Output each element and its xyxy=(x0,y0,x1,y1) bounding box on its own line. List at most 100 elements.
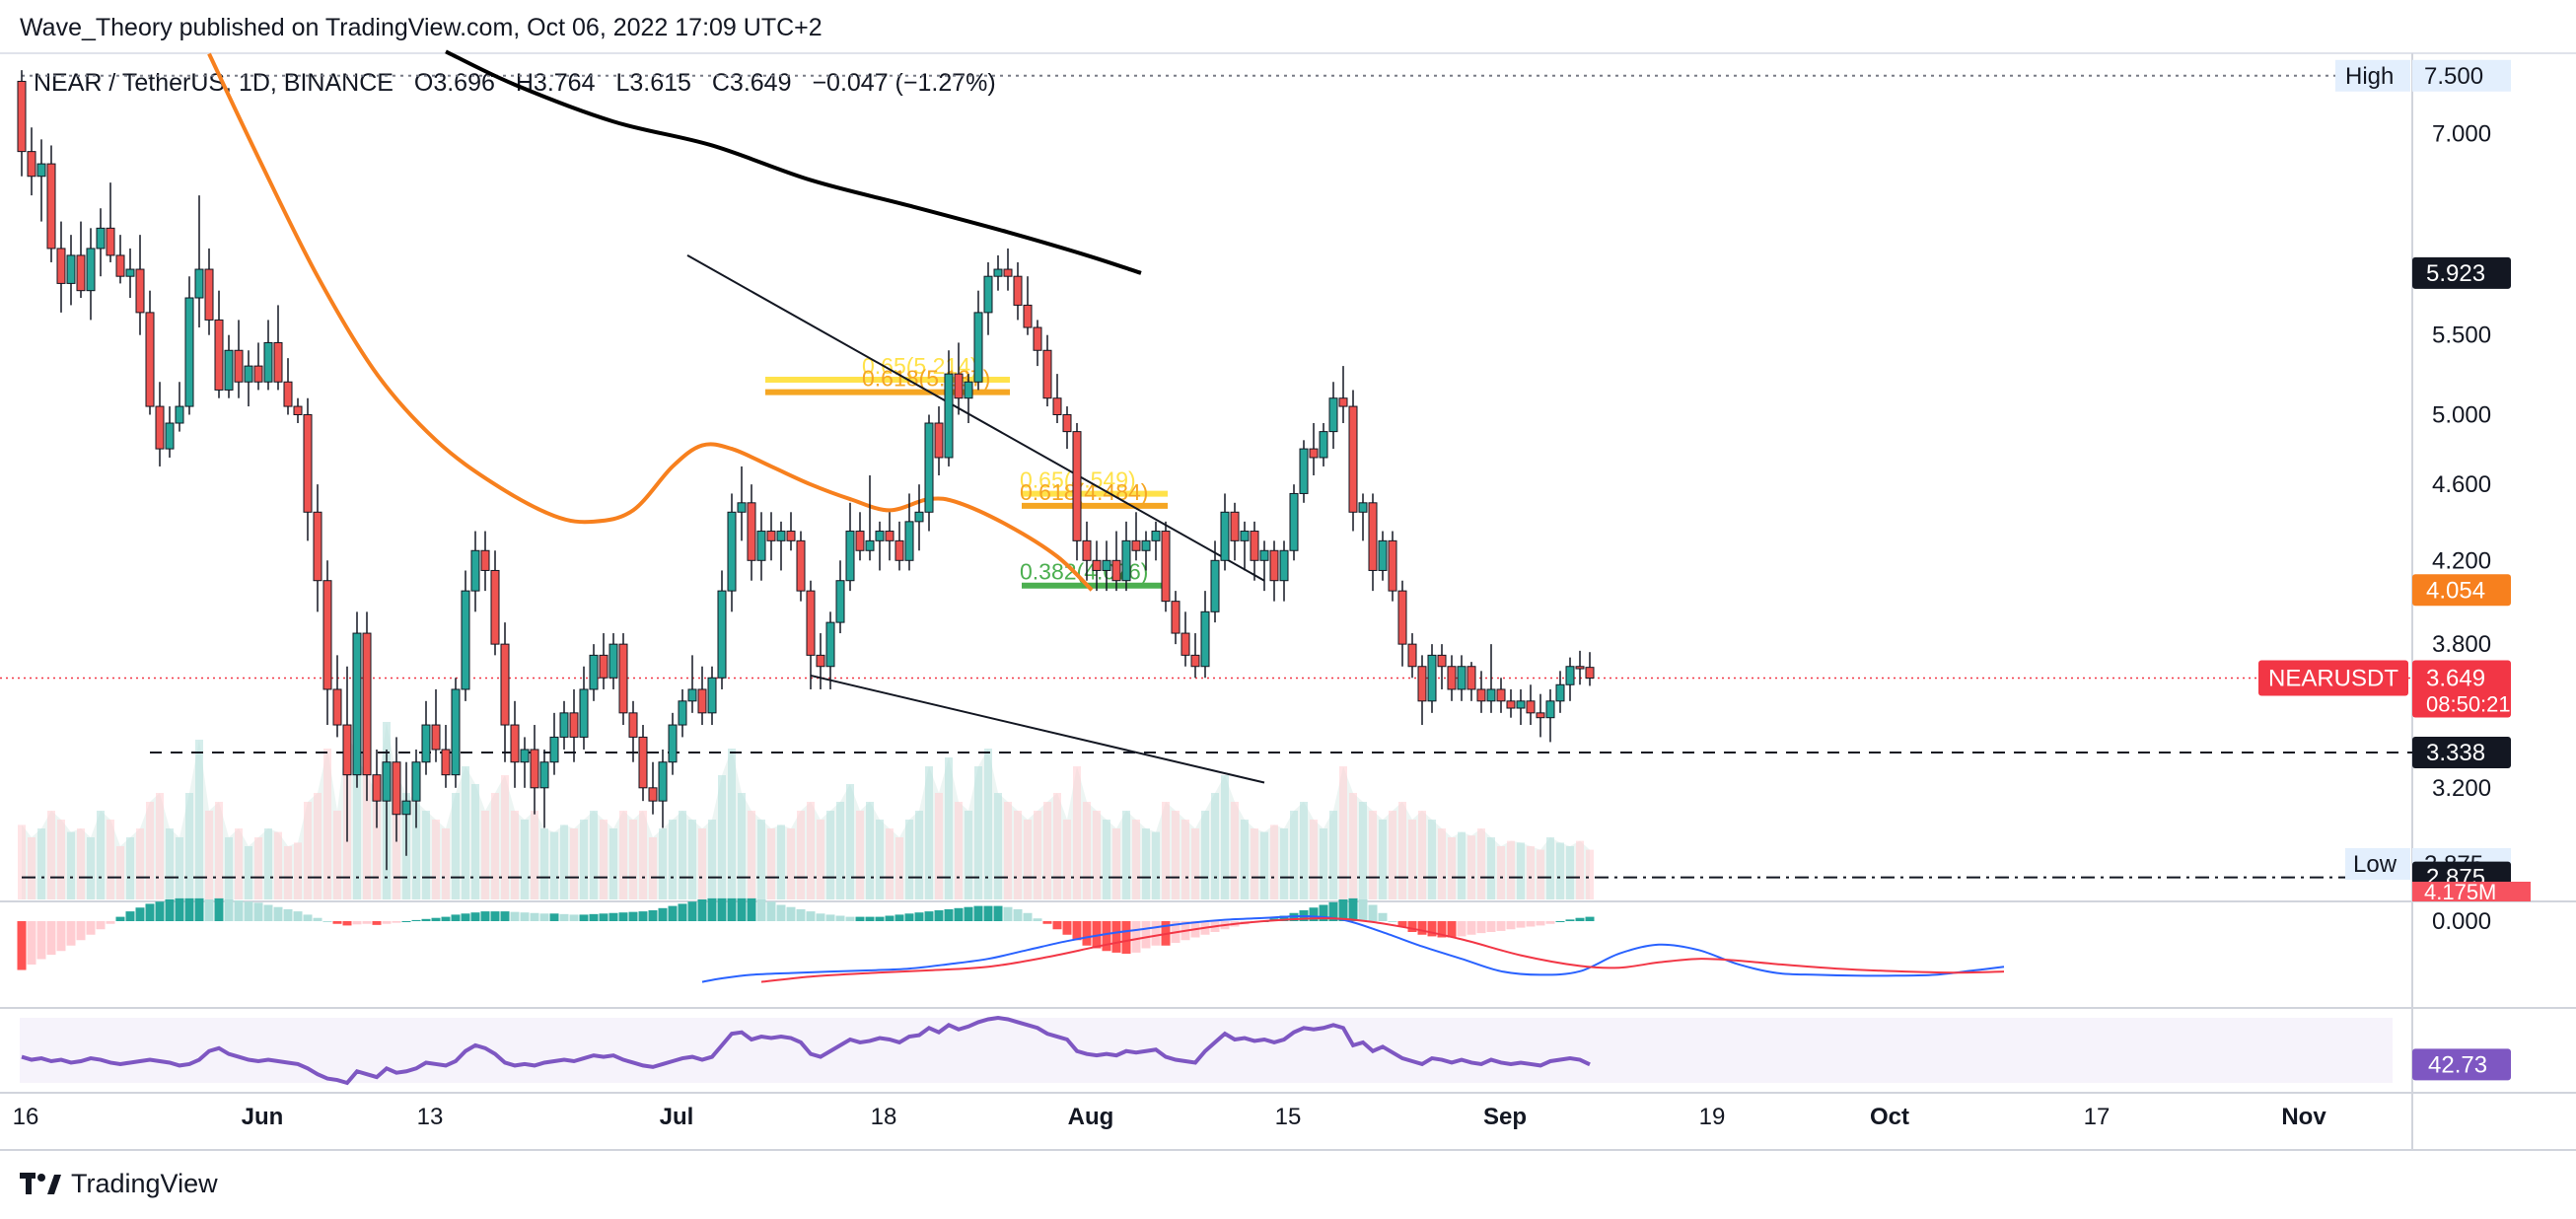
volume-bar xyxy=(1280,828,1288,899)
candle-body xyxy=(382,761,392,802)
symbol-legend[interactable]: NEAR / TetherUS, 1D, BINANCE O3.696 H3.7… xyxy=(34,69,1010,98)
volume-bar xyxy=(254,837,262,899)
volume-bar xyxy=(422,811,430,899)
candle xyxy=(1348,390,1358,532)
candle xyxy=(678,688,687,738)
macd-hist-bar xyxy=(1042,921,1052,924)
candle xyxy=(411,749,421,828)
candle xyxy=(1388,531,1397,602)
macd-hist-bar xyxy=(1476,921,1486,934)
candle-body xyxy=(1457,666,1467,690)
price-tick-label: 3.200 xyxy=(2432,775,2491,802)
macd-hist-bar xyxy=(1585,916,1595,921)
candle-body xyxy=(1259,549,1269,561)
candle-body xyxy=(1220,511,1230,561)
candle-body xyxy=(1171,601,1181,634)
macd-hist-bar xyxy=(1102,921,1111,952)
volume-bar xyxy=(1063,820,1071,899)
macd-hist-bar xyxy=(727,897,737,921)
candle-body xyxy=(17,80,27,153)
volume-bar xyxy=(1241,820,1249,899)
volume-label: 4.175M xyxy=(2424,880,2496,904)
macd-hist-bar xyxy=(1526,921,1536,927)
candle xyxy=(668,712,678,775)
candle xyxy=(214,290,224,398)
macd-hist-bar xyxy=(697,899,707,921)
macd-hist-bar xyxy=(1565,919,1575,921)
candle xyxy=(273,305,283,391)
macd-hist-bar xyxy=(993,905,1003,921)
candle xyxy=(658,749,668,828)
symbol-badge: NEARUSDT xyxy=(2268,666,2398,692)
macd-hist-bar xyxy=(1033,918,1042,921)
candle xyxy=(1250,521,1259,581)
candle xyxy=(175,382,184,432)
candle xyxy=(36,139,46,222)
candle xyxy=(46,145,56,262)
candle xyxy=(66,235,76,306)
candle-body xyxy=(687,688,697,702)
macd-hist-bar xyxy=(875,916,885,921)
macd-hist-bar xyxy=(1417,921,1427,935)
candle xyxy=(283,358,293,415)
symbol-name[interactable]: NEAR / TetherUS, 1D, BINANCE xyxy=(34,69,394,97)
candle xyxy=(480,531,490,592)
macd-hist-bar xyxy=(806,911,816,921)
macd-hist-bar xyxy=(865,916,875,921)
candle-body xyxy=(589,654,599,690)
candle-body xyxy=(155,405,165,450)
macd-hist-bar xyxy=(608,912,618,921)
macd-hist-bar xyxy=(1131,921,1141,953)
volume-bar xyxy=(166,828,174,899)
candle-body xyxy=(194,268,204,299)
candle-body xyxy=(253,365,263,383)
volume-bar xyxy=(688,820,696,899)
volume-bar xyxy=(37,828,45,899)
volume-bar xyxy=(698,828,706,899)
macd-hist-bar xyxy=(855,916,865,921)
candle-body xyxy=(1210,559,1220,612)
candle-body xyxy=(806,590,816,656)
candle xyxy=(1003,248,1013,291)
time-tick-label: Oct xyxy=(1870,1104,1909,1130)
candle xyxy=(1555,671,1565,713)
candle-body xyxy=(46,163,56,250)
price-axis: USDT7.0005.5005.0004.6004.2003.8003.200H… xyxy=(2258,59,2531,1081)
macd-hist-bar xyxy=(1023,912,1033,921)
candle-body xyxy=(184,297,194,407)
volume-bar xyxy=(501,775,509,899)
volume-bar xyxy=(47,811,55,899)
volume-bar xyxy=(955,802,963,899)
macd-hist-bar xyxy=(66,921,76,946)
candle xyxy=(322,560,332,726)
macd-hist-bar xyxy=(786,906,796,921)
volume-label-bg xyxy=(2412,882,2531,901)
macd-hist-bar xyxy=(1575,917,1585,921)
candle-body xyxy=(1131,539,1141,551)
candle-body xyxy=(106,227,115,256)
volume-bar xyxy=(1339,766,1347,899)
candle xyxy=(973,290,983,391)
volume-bar xyxy=(1014,811,1022,899)
volume-bar xyxy=(323,749,331,899)
rsi-pane xyxy=(20,1015,2393,1086)
macd-hist-bar xyxy=(155,901,165,921)
candle-body xyxy=(796,539,806,592)
macd-hist-bar xyxy=(1467,921,1476,935)
volume-bar xyxy=(225,837,233,899)
macd-hist-bar xyxy=(490,911,500,921)
candle xyxy=(86,228,96,321)
candle-body xyxy=(1023,304,1033,328)
time-tick-label: Aug xyxy=(1068,1104,1114,1130)
tradingview-brand[interactable]: TradingView xyxy=(20,1169,218,1199)
time-tick-label: Jun xyxy=(242,1104,284,1130)
macd-hist-bar xyxy=(1358,899,1368,921)
volume-bar xyxy=(1497,846,1505,899)
candle xyxy=(1565,657,1575,701)
candle-body xyxy=(973,312,983,383)
candle-body xyxy=(875,531,885,541)
candle-body xyxy=(530,749,539,789)
macd-hist-bar xyxy=(1052,921,1062,930)
